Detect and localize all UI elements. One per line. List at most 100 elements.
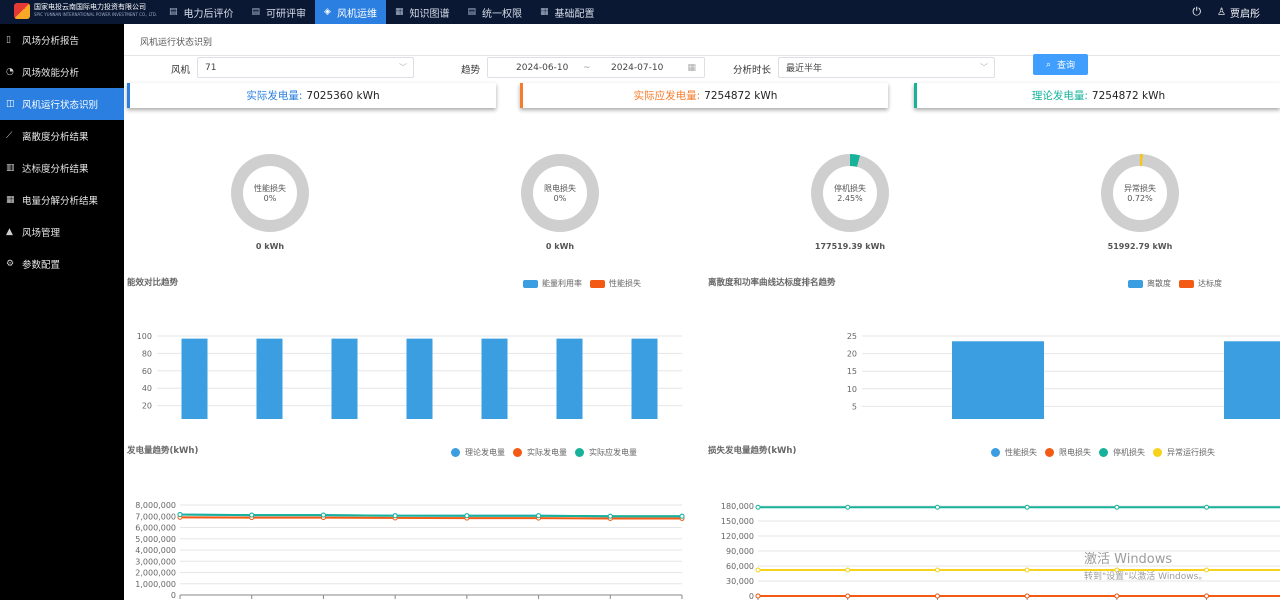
legend-swatch	[590, 279, 605, 288]
fan-select[interactable]: 71 ﹀	[197, 57, 414, 78]
nav-item-3[interactable]: ▦ 知识图谱	[386, 0, 459, 24]
data-point[interactable]	[177, 512, 183, 518]
nav-icon: ▦	[394, 7, 404, 17]
bar[interactable]	[481, 338, 508, 419]
chevron-down-icon: ﹀	[980, 63, 988, 72]
data-point[interactable]	[1114, 593, 1120, 599]
data-point[interactable]	[1024, 504, 1030, 510]
data-point[interactable]	[755, 567, 761, 573]
y-tick-label: 15	[847, 367, 857, 376]
bar[interactable]	[556, 338, 583, 419]
y-tick-label: 150,000	[721, 517, 754, 526]
donut-value: 0 kWh	[255, 242, 285, 251]
legend-efficiency: 能量利用率 性能损失	[523, 278, 649, 289]
legend-label: 实际应发电量	[589, 448, 637, 457]
nav-item-label: 电力后评价	[183, 8, 234, 20]
data-point[interactable]	[1024, 593, 1030, 599]
sidebar-icon: ◔	[6, 67, 14, 77]
date-end[interactable]: 2024-07-10	[611, 62, 664, 73]
data-point[interactable]	[536, 513, 542, 519]
efficiency-bar-chart: 0204060801002024-07-042024-07-052024-07-…	[137, 332, 682, 419]
bar[interactable]	[631, 338, 658, 419]
sidebar-item-2[interactable]: ◫ 风机运行状态识别	[0, 88, 124, 120]
data-point[interactable]	[755, 593, 761, 599]
data-point[interactable]	[845, 567, 851, 573]
data-point[interactable]	[1024, 567, 1030, 573]
query-button[interactable]: ⌕ 查询	[1033, 54, 1088, 75]
nav-item-0[interactable]: ▤ 电力后评价	[160, 0, 243, 24]
summary-card: 实际应发电量: 7254872 kWh	[520, 83, 888, 108]
data-point[interactable]	[934, 567, 940, 573]
y-tick-label: 100	[137, 332, 152, 341]
legend-label: 理论发电量	[465, 448, 505, 457]
logout-icon[interactable]: ⏻	[1192, 5, 1202, 18]
data-point[interactable]	[1114, 504, 1120, 510]
sidebar-item-4[interactable]: ▥ 达标度分析结果	[0, 152, 124, 184]
donut-ring	[521, 154, 599, 232]
data-point[interactable]	[679, 513, 685, 519]
data-point[interactable]	[1114, 567, 1120, 573]
y-tick-label: 4,000,000	[135, 546, 176, 555]
y-tick-label: 90,000	[726, 547, 754, 556]
nav-item-5[interactable]: ▦ 基础配置	[531, 0, 604, 24]
data-point[interactable]	[607, 513, 613, 519]
breadcrumb: 风机运行状态识别	[140, 38, 213, 48]
y-tick-label: 20	[847, 350, 857, 359]
summary-card-label: 理论发电量:	[1031, 90, 1088, 102]
data-point[interactable]	[934, 593, 940, 599]
data-point[interactable]	[755, 504, 761, 510]
bar[interactable]	[331, 338, 358, 419]
legend-label: 限电损失	[1059, 448, 1091, 457]
nav-item-1[interactable]: ▤ 可研评审	[243, 0, 316, 24]
logo-name-en: SPIC YUNNAN INTERNATIONAL POWER INVESTME…	[34, 12, 158, 17]
period-select[interactable]: 最近半年 ﹀	[778, 57, 995, 78]
data-point[interactable]	[464, 513, 470, 519]
data-point[interactable]	[845, 504, 851, 510]
legend-swatch	[513, 448, 522, 457]
legend-loss: 性能损失 限电损失 停机损失 异常运行损失	[991, 447, 1223, 458]
period-select-value: 最近半年	[786, 64, 823, 74]
sidebar-item-1[interactable]: ◔ 风场效能分析	[0, 56, 124, 88]
legend-label: 达标度	[1198, 279, 1222, 288]
chart-title-loss: 损失发电量趋势(kWh)	[708, 446, 797, 456]
dispersion-bar-chart: 0510152025240709240710	[847, 332, 1280, 419]
data-point[interactable]	[1204, 593, 1210, 599]
user-icon[interactable]: ♙	[1217, 6, 1226, 18]
sidebar-item-label: 电量分解分析结果	[22, 196, 99, 207]
donut-value: 0 kWh	[545, 242, 575, 251]
data-point[interactable]	[845, 593, 851, 599]
data-point[interactable]	[1204, 504, 1210, 510]
nav-icon: ▦	[539, 7, 549, 17]
nav-item-2[interactable]: ◈ 风机运维	[315, 0, 386, 24]
nav-item-label: 统一权限	[481, 8, 522, 20]
sidebar-item-6[interactable]: ▲ 风场管理	[0, 216, 124, 248]
data-point[interactable]	[392, 513, 398, 519]
windows-activation-watermark: 激活 Windows 转到"设置"以激活 Windows。	[1084, 548, 1207, 582]
chart-title-generation: 发电量趋势(kWh)	[127, 446, 199, 456]
donut-label: 限电损失 0%	[510, 184, 610, 204]
data-point[interactable]	[249, 512, 255, 518]
date-start[interactable]: 2024-06-10	[516, 62, 569, 73]
sidebar-item-3[interactable]: ⟋ 离散度分析结果	[0, 120, 124, 152]
data-point[interactable]	[934, 504, 940, 510]
bar[interactable]	[406, 338, 433, 419]
bar[interactable]	[181, 338, 208, 419]
sidebar-item-0[interactable]: ▯ 风场分析报告	[0, 24, 124, 56]
bar[interactable]	[1224, 341, 1280, 419]
data-point[interactable]	[1204, 567, 1210, 573]
user-name[interactable]: 贾启彤	[1230, 8, 1260, 20]
sidebar-item-label: 风场分析报告	[22, 36, 80, 47]
summary-card: 理论发电量: 7254872 kWh	[914, 83, 1280, 108]
y-tick-label: 7,000,000	[135, 512, 176, 521]
y-tick-label: 20	[142, 402, 152, 411]
sidebar-item-7[interactable]: ⚙ 参数配置	[0, 248, 124, 280]
sidebar-item-5[interactable]: ▦ 电量分解分析结果	[0, 184, 124, 216]
sidebar: ▯ 风场分析报告 ◔ 风场效能分析 ◫ 风机运行状态识别 ⟋ 离散度分析结果 ▥ 达标度分析结果 ▦…	[0, 24, 124, 600]
data-point[interactable]	[320, 512, 326, 518]
legend-label: 能量利用率	[542, 279, 582, 288]
bar[interactable]	[256, 338, 283, 419]
bar[interactable]	[952, 341, 1044, 419]
nav-item-4[interactable]: ▤ 统一权限	[458, 0, 531, 24]
date-range-picker[interactable]: 2024-06-10 ~ 2024-07-10 ▦	[487, 57, 705, 78]
y-tick-label: 0	[171, 591, 176, 600]
